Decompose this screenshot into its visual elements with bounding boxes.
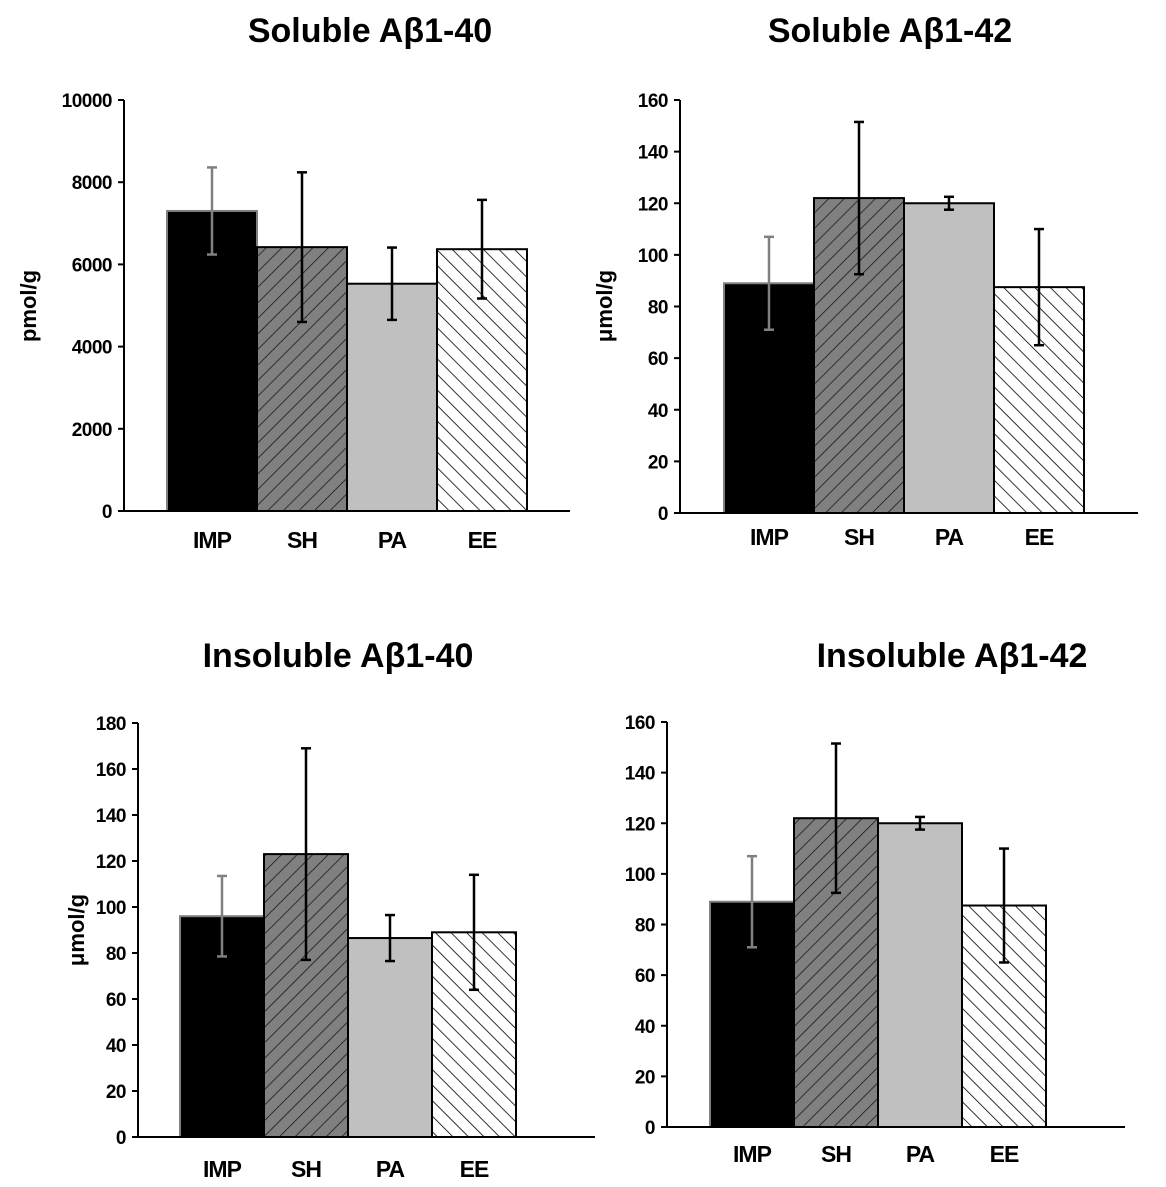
category-label: PA: [906, 1141, 935, 1167]
y-tick-label: 140: [625, 764, 655, 785]
y-tick-label: 80: [635, 916, 655, 937]
category-label: IMP: [203, 1156, 242, 1182]
y-tick-label: 0: [116, 1128, 126, 1149]
chart-panel-2: Soluble Aβ1-42 μmol/g IMP SH PA EE 0 20 40 60 80 10…: [592, 12, 1138, 550]
y-tick-label: 40: [648, 401, 668, 422]
y-tick-label: 8000: [72, 173, 112, 194]
chart-panel-1: Soluble Aβ1-40 pmol/g IMP SH PA EE 0 2000 4000 60…: [16, 12, 570, 553]
y-tick-label: 20: [635, 1067, 655, 1088]
y-tick-label: 60: [106, 990, 126, 1011]
y-axis-label: μmol/g: [64, 894, 89, 966]
y-tick-label: 120: [625, 814, 655, 835]
error-bar-sh: [831, 742, 841, 895]
category-label: IMP: [193, 527, 232, 553]
y-tick-label: 140: [96, 806, 126, 827]
bar-imp: [166, 209, 258, 512]
y-tick-label: 2000: [72, 420, 112, 441]
category-label: SH: [287, 527, 317, 553]
error-bar-ee: [469, 873, 479, 992]
chart-title: Soluble Aβ1-42: [768, 12, 1012, 50]
category-label: PA: [378, 527, 407, 553]
error-bar-sh: [301, 747, 311, 962]
y-tick-label: 0: [658, 504, 668, 525]
category-label: EE: [460, 1156, 489, 1182]
y-tick-label: 100: [96, 898, 126, 919]
bar-pa: [877, 822, 963, 1128]
y-tick-label: 4000: [72, 338, 112, 359]
chart-title: Insoluble Aβ1-42: [817, 637, 1088, 675]
y-tick-label: 60: [648, 349, 668, 370]
category-label: EE: [990, 1141, 1019, 1167]
error-bar-ee: [477, 198, 487, 300]
y-tick-label: 40: [635, 1017, 655, 1038]
y-tick-label: 100: [625, 865, 655, 886]
y-tick-label: 0: [645, 1118, 655, 1139]
y-tick-label: 160: [96, 760, 126, 781]
y-tick-label: 20: [648, 452, 668, 473]
y-tick-label: 0: [102, 502, 112, 523]
category-label: PA: [935, 524, 964, 550]
category-label: IMP: [733, 1141, 772, 1167]
error-bar-ee: [1034, 227, 1044, 347]
error-bar-sh: [297, 171, 307, 324]
category-label: SH: [291, 1156, 321, 1182]
error-bar-imp: [207, 166, 217, 256]
y-tick-label: 120: [96, 852, 126, 873]
y-tick-label: 40: [106, 1036, 126, 1057]
category-label: SH: [821, 1141, 851, 1167]
bar-pa: [903, 202, 995, 514]
error-bar-sh: [854, 120, 864, 276]
y-tick-label: 160: [625, 713, 655, 734]
error-bar-pa: [944, 195, 954, 211]
category-label: EE: [1025, 524, 1054, 550]
error-bar-imp: [217, 874, 227, 958]
category-label: IMP: [750, 524, 789, 550]
y-axis-label: μmol/g: [592, 270, 617, 342]
y-axis-label: pmol/g: [16, 270, 41, 342]
y-tick-label: 10000: [62, 91, 112, 112]
y-tick-label: 60: [635, 966, 655, 987]
chart-title: Insoluble Aβ1-40: [203, 637, 474, 675]
category-label: EE: [468, 527, 497, 553]
y-tick-label: 100: [638, 246, 668, 267]
chart-panel-3: Insoluble Aβ1-40 μmol/g IMP SH PA EE 0 20 40 60 80…: [64, 637, 595, 1182]
y-tick-label: 80: [106, 944, 126, 965]
category-label: SH: [844, 524, 874, 550]
error-bar-ee: [999, 847, 1009, 964]
y-tick-label: 140: [638, 143, 668, 164]
chart-panel-4: Insoluble Aβ1-42 IMP SH PA EE 0 20 40 60 80 100 120…: [625, 637, 1125, 1167]
error-bar-pa: [385, 913, 395, 963]
category-label: PA: [376, 1156, 405, 1182]
y-tick-label: 120: [638, 194, 668, 215]
error-bar-imp: [747, 854, 757, 949]
y-tick-label: 6000: [72, 255, 112, 276]
chart-title: Soluble Aβ1-40: [248, 12, 492, 50]
error-bar-pa: [915, 815, 925, 831]
y-tick-label: 160: [638, 91, 668, 112]
bar-pa: [347, 937, 433, 1138]
y-tick-label: 80: [648, 298, 668, 319]
error-bar-pa: [387, 246, 397, 322]
y-tick-label: 20: [106, 1082, 126, 1103]
error-bar-imp: [764, 235, 774, 331]
y-tick-label: 180: [96, 714, 126, 735]
